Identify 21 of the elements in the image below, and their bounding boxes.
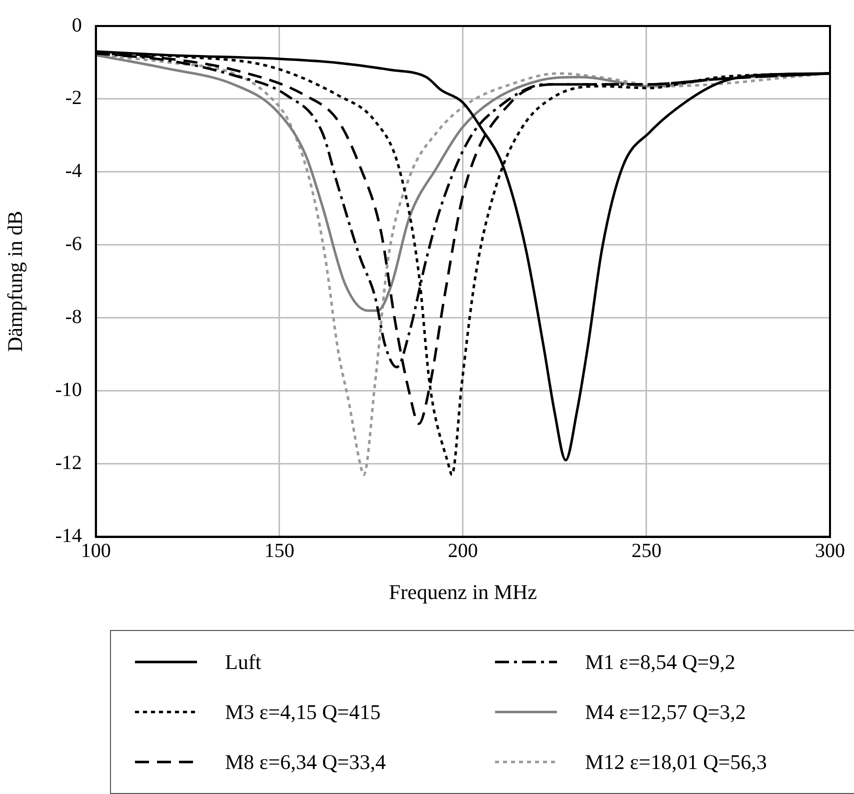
legend-label: M4 ε=12,57 Q=3,2 — [585, 700, 746, 724]
y-tick-label: -10 — [55, 379, 82, 402]
y-tick-label: -12 — [55, 452, 82, 474]
y-tick-label: -14 — [55, 525, 82, 548]
y-tick-label: -4 — [65, 160, 82, 182]
legend-label: M1 ε=8,54 Q=9,2 — [585, 650, 736, 674]
x-tick-label: 100 — [80, 540, 111, 562]
legend-label: M8 ε=6,34 Q=33,4 — [225, 750, 386, 774]
legend-label: M3 ε=4,15 Q=415 — [225, 700, 381, 724]
x-tick-label: 150 — [264, 540, 294, 562]
y-tick-label: -8 — [65, 306, 82, 328]
y-tick-label: -2 — [65, 87, 82, 110]
x-tick-label: 250 — [631, 540, 662, 562]
y-axis-title: Dämpfung in dB — [3, 210, 28, 352]
y-tick-label: -6 — [65, 233, 82, 256]
x-tick-label: 300 — [815, 540, 845, 562]
y-tick-label: 0 — [72, 14, 82, 36]
x-axis-title: Frequenz in MHz — [388, 580, 537, 604]
legend-label: Luft — [225, 650, 262, 674]
legend-label: M12 ε=18,01 Q=56,3 — [585, 750, 767, 774]
x-tick-label: 200 — [448, 540, 478, 562]
